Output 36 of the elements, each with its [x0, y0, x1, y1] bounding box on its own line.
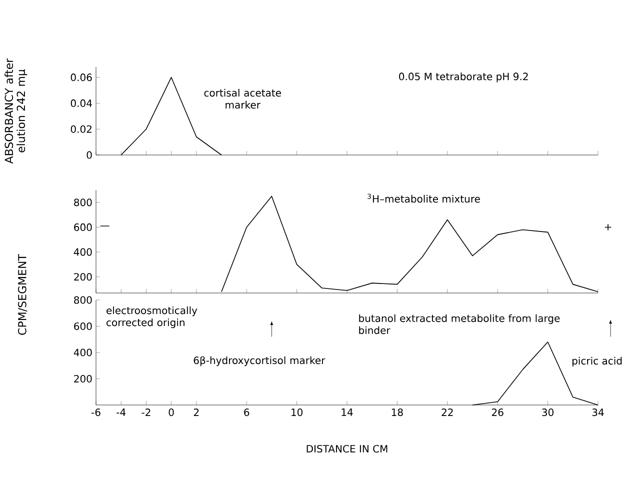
- annotation: 6β-hydroxycortisol marker: [194, 356, 326, 366]
- annotation: butanol extracted metabolite from large binder: [359, 314, 560, 334]
- x-tick-label: 18: [392, 408, 403, 416]
- x-tick-label: 30: [542, 408, 554, 416]
- x-tick-label: 34: [592, 408, 604, 416]
- y-tick-label: 0.04: [70, 99, 92, 108]
- annotation: $^{3}$H–metabolite mixture: [368, 194, 480, 203]
- y-tick-label: 400: [74, 348, 92, 356]
- x-tick-label: -6: [92, 408, 100, 416]
- y-tick-label: 200: [74, 374, 92, 383]
- annotation: cortisal acetate marker: [204, 88, 281, 109]
- x-tick-label: 14: [342, 408, 353, 416]
- text: +: [604, 224, 612, 230]
- y-tick-label: 800: [74, 198, 92, 206]
- y-axis-title: CPM/SEGMENT: [18, 254, 28, 335]
- y-tick-label: 600: [74, 223, 92, 232]
- y-tick-label: 0.02: [70, 125, 92, 133]
- annotation: electroosmotically corrected origin: [106, 306, 198, 328]
- y-tick-label: 0: [86, 151, 92, 159]
- x-tick-label: 0: [168, 408, 174, 416]
- x-tick-label: -2: [142, 408, 150, 416]
- x-tick-label: 2: [194, 408, 199, 416]
- x-axis-title: DISTANCE IN CM: [306, 444, 388, 453]
- y-tick-label: 0.06: [70, 74, 92, 82]
- y-tick-label: 800: [74, 296, 92, 304]
- annotation: picric acid: [572, 356, 622, 367]
- x-tick-label: 10: [292, 408, 303, 416]
- x-tick-label: 22: [442, 408, 453, 416]
- x-tick-label: -4: [116, 408, 126, 416]
- y-tick-label: 600: [74, 322, 92, 330]
- x-tick-label: 26: [492, 408, 504, 416]
- y-tick-label: 200: [74, 273, 92, 281]
- y-axis-title: ABSORBANCY after elution 242 mμ: [4, 58, 28, 164]
- annotation: 0.05 M tetraborate pH 9.2: [399, 72, 528, 82]
- y-tick-label: 400: [74, 248, 92, 256]
- x-tick-label: 6: [244, 408, 250, 416]
